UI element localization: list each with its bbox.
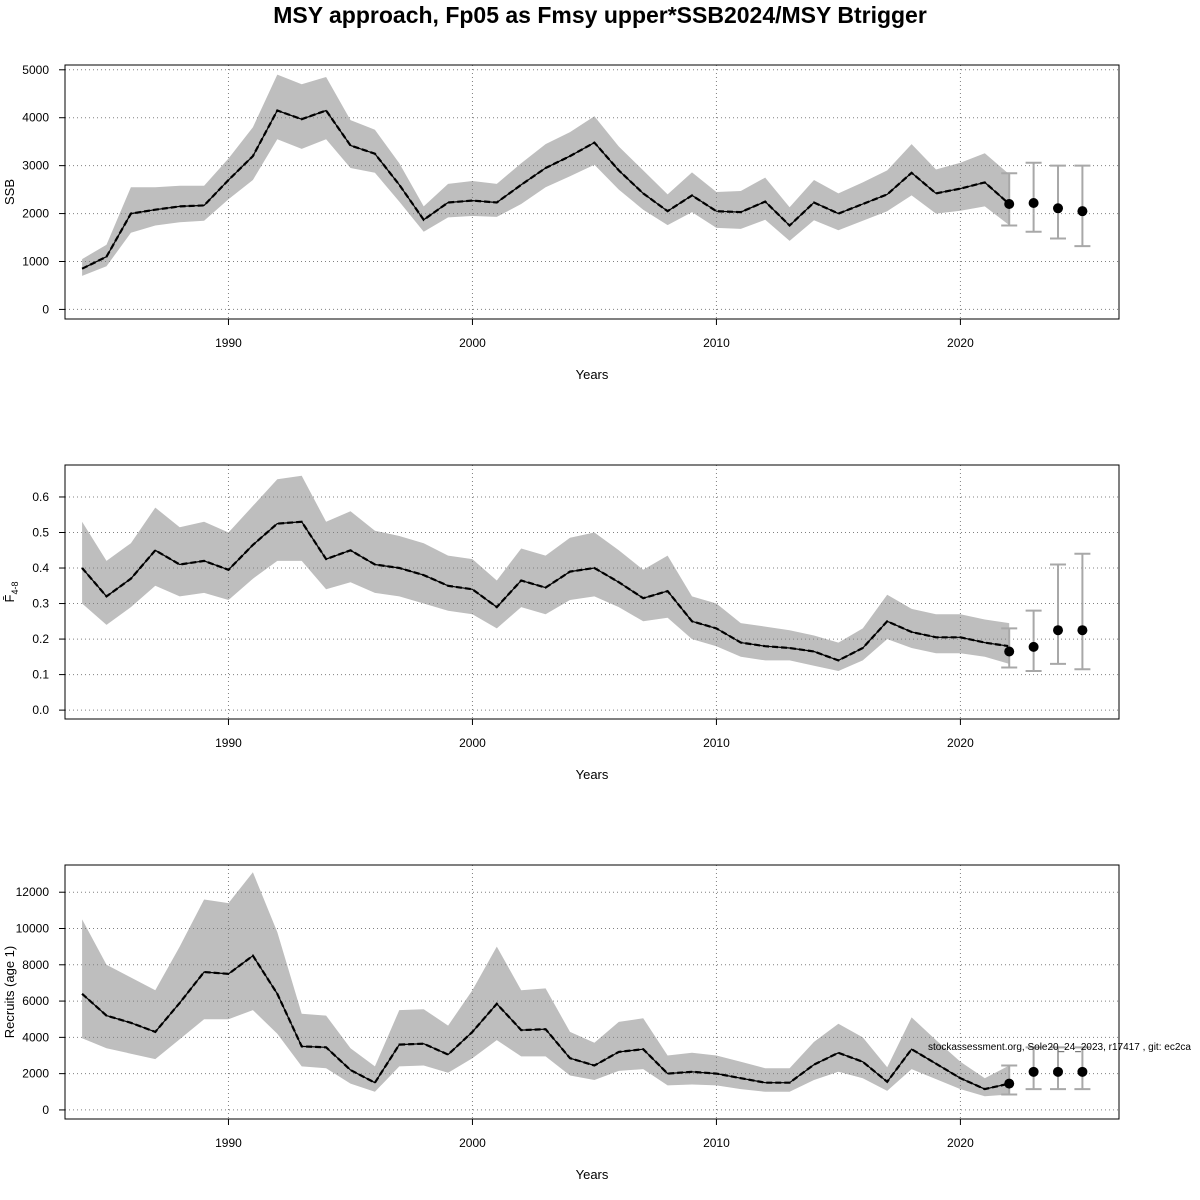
forecast-point xyxy=(1028,198,1039,209)
forecast-point xyxy=(1004,198,1015,209)
y-axis-title-main: Recruits (age 1) xyxy=(2,946,17,1038)
forecast-point xyxy=(1077,206,1088,217)
forecast-point xyxy=(1004,1078,1015,1089)
x-tick-label: 2020 xyxy=(947,736,974,750)
forecast-point xyxy=(1004,646,1015,657)
y-axis-title: SSB xyxy=(2,179,17,205)
estimate-line-dashed xyxy=(81,954,1010,1091)
y-tick-label: 0 xyxy=(42,302,49,316)
x-axis-title: Years xyxy=(576,767,609,782)
panel-recruits: 1990 2000 2010 2020 Years 0 2000 4000 6000 8000 10… xyxy=(2,864,1120,1182)
x-tick-label: 2010 xyxy=(703,336,730,350)
y-axis-title-main: SSB xyxy=(2,179,17,205)
x-tick-label: 2000 xyxy=(459,1136,486,1150)
forecast-point xyxy=(1077,1066,1088,1077)
y-axis-title: F̄4-8 xyxy=(2,582,20,603)
y-tick-label: 0.3 xyxy=(32,597,49,611)
forecast-point xyxy=(1028,641,1039,652)
y-axis-title-main: F̄ xyxy=(2,594,17,602)
y-axis-title-subscript: 4-8 xyxy=(10,582,20,595)
y-tick-label: 0.0 xyxy=(32,703,49,717)
y-tick-label: 0.1 xyxy=(32,668,49,682)
forecast-point xyxy=(1053,625,1064,636)
credit-text: stockassessment.org, Sole20_24_2023, r17… xyxy=(928,1042,1191,1053)
x-tick-label: 2000 xyxy=(459,736,486,750)
x-tick-label: 2020 xyxy=(947,336,974,350)
estimate-line-dashed xyxy=(81,520,1010,662)
x-tick-label: 2020 xyxy=(947,1136,974,1150)
panel-fbar: 1990 2000 2010 2020 Years 0.0 0.1 0.2 0.3 0.4 0.5 0… xyxy=(2,464,1120,782)
y-tick-label: 0.2 xyxy=(32,632,49,646)
x-axis-title: Years xyxy=(576,1167,609,1182)
y-tick-label: 1000 xyxy=(22,254,49,268)
x-tick-label: 2010 xyxy=(703,1136,730,1150)
x-tick-label: 2010 xyxy=(703,736,730,750)
x-tick-label: 2000 xyxy=(459,336,486,350)
x-axis-title: Years xyxy=(576,367,609,382)
x-tick-label: 1990 xyxy=(215,736,242,750)
y-axis-title: Recruits (age 1) xyxy=(2,946,17,1038)
y-tick-label: 4000 xyxy=(22,111,49,125)
x-tick-label: 1990 xyxy=(215,336,242,350)
y-tick-label: 4000 xyxy=(22,1030,49,1044)
y-tick-label: 2000 xyxy=(22,1067,49,1081)
forecast-point xyxy=(1077,625,1088,636)
estimate-line-dashed xyxy=(81,109,1010,270)
y-tick-label: 3000 xyxy=(22,159,49,173)
y-tick-label: 0.4 xyxy=(32,561,49,575)
y-tick-label: 5000 xyxy=(22,63,49,77)
forecast-point xyxy=(1053,203,1064,214)
y-tick-label: 12000 xyxy=(16,885,50,899)
y-tick-label: 2000 xyxy=(22,207,49,221)
x-tick-label: 1990 xyxy=(215,1136,242,1150)
confidence-band xyxy=(82,872,1010,1097)
y-tick-label: 0 xyxy=(42,1103,49,1117)
forecast-point xyxy=(1053,1066,1064,1077)
forecast-point xyxy=(1028,1066,1039,1077)
panel-ssb: 1990 2000 2010 2020 Years 0 1000 2000 3000 4000 50… xyxy=(2,63,1120,382)
y-tick-label: 8000 xyxy=(22,958,49,972)
y-tick-label: 0.6 xyxy=(32,490,49,504)
y-tick-label: 0.5 xyxy=(32,525,49,539)
confidence-band xyxy=(82,74,1010,276)
y-tick-label: 10000 xyxy=(16,922,50,936)
y-tick-label: 6000 xyxy=(22,994,49,1008)
confidence-band xyxy=(82,475,1010,671)
figure-title: MSY approach, Fp05 as Fmsy upper*SSB2024… xyxy=(273,2,927,28)
